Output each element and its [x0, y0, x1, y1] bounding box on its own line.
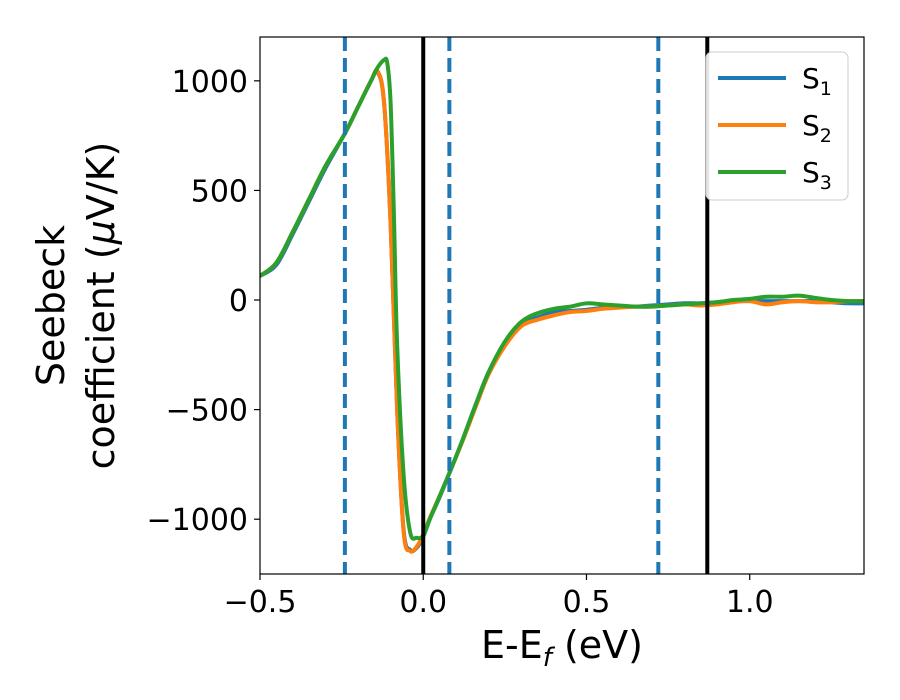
y-tick-label: −1000: [147, 503, 248, 538]
y-axis-label-suffix: V/K): [79, 142, 123, 221]
y-axis-label-line2: coefficient (μV/K): [79, 142, 123, 470]
series-layer: [260, 56, 864, 554]
legend: S1 S2 S3: [705, 51, 849, 201]
y-tick-label: 500: [191, 174, 248, 209]
x-axis-label-main: E-E: [481, 623, 543, 667]
series-line-s3: [260, 56, 864, 541]
x-tick-label: −0.5: [224, 585, 297, 620]
legend-label-s3: S3: [802, 156, 832, 194]
x-axis-label-unit: (eV): [552, 623, 643, 667]
y-tick-label: −500: [166, 394, 248, 429]
x-tick-label: 0.5: [563, 585, 611, 620]
y-axis-label-prefix: coefficient (: [79, 244, 123, 469]
y-axis-label-line1: Seebeck: [29, 225, 73, 386]
y-tick-label: 1000: [172, 65, 248, 100]
x-axis-label: E-Ef (eV): [481, 623, 643, 673]
x-axis-ticks: −0.5 0.0 0.5 1.0: [224, 574, 774, 620]
legend-label-s1: S1: [802, 62, 832, 100]
y-tick-label: 0: [229, 284, 248, 319]
y-axis-label-mu: μ: [79, 220, 123, 245]
legend-label-s2: S2: [802, 109, 832, 147]
x-tick-label: 0.0: [399, 585, 447, 620]
plot-frame: [259, 36, 865, 575]
x-tick-label: 1.0: [726, 585, 774, 620]
y-axis-ticks: −1000 −500 0 500 1000: [147, 65, 260, 538]
